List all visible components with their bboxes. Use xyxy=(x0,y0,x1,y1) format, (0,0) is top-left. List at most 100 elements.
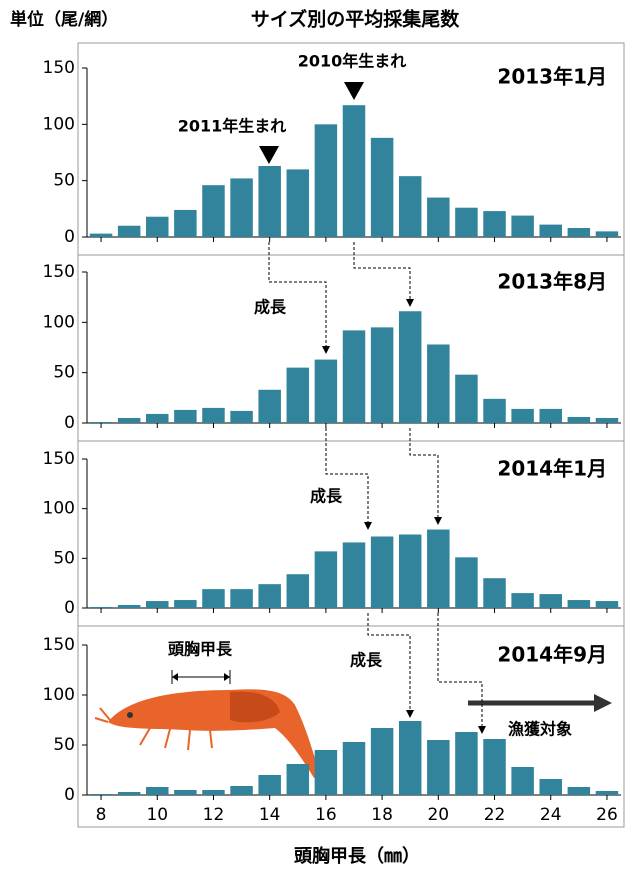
panel-title: 2014年1月 xyxy=(497,457,607,481)
annotation: 成長 xyxy=(310,487,343,506)
bar xyxy=(286,574,310,608)
bar xyxy=(258,166,281,237)
bar xyxy=(146,601,169,608)
annotation: 2010年生まれ xyxy=(298,52,407,71)
y-tick-label: 150 xyxy=(43,635,75,655)
bar xyxy=(511,408,534,423)
bar xyxy=(398,534,422,608)
x-tick-label: 14 xyxy=(259,805,281,825)
bar xyxy=(342,105,366,238)
marker-triangle xyxy=(344,82,364,100)
annotation: 成長 xyxy=(350,651,383,670)
bar xyxy=(595,601,619,608)
bar xyxy=(286,764,310,795)
y-tick-label: 100 xyxy=(43,114,75,134)
bar xyxy=(370,728,394,795)
annotation: 頭胸甲長 xyxy=(168,640,233,659)
y-tick-label: 50 xyxy=(53,363,75,383)
x-tick-label: 10 xyxy=(146,805,168,825)
bar xyxy=(146,787,169,795)
x-axis-label: 頭胸甲長（㎜） xyxy=(294,845,420,867)
chart-title: サイズ別の平均採集尾数 xyxy=(251,8,460,31)
marker-triangle xyxy=(259,146,279,164)
annotation: 2011年生まれ xyxy=(178,117,287,136)
bar xyxy=(567,600,591,608)
bar xyxy=(539,408,562,423)
bar xyxy=(230,786,253,795)
bar xyxy=(230,178,253,237)
bar xyxy=(89,233,113,237)
bar xyxy=(398,176,422,237)
y-tick-label: 0 xyxy=(64,785,75,805)
y-tick-label: 150 xyxy=(43,262,75,282)
annotation: 漁獲対象 xyxy=(508,720,572,739)
bar xyxy=(455,557,478,608)
shrimp-photo xyxy=(94,689,320,778)
bar xyxy=(314,551,338,608)
bar xyxy=(117,792,141,795)
size-arrow xyxy=(171,670,231,684)
bar xyxy=(342,542,366,608)
bar xyxy=(230,410,253,423)
bar xyxy=(567,227,591,237)
y-tick-label: 100 xyxy=(43,312,75,332)
bar xyxy=(202,589,225,608)
bar xyxy=(427,344,450,423)
y-tick-label: 50 xyxy=(53,735,75,755)
bar xyxy=(314,359,338,423)
bar xyxy=(258,775,281,795)
bar xyxy=(342,330,366,423)
growth-arrows xyxy=(268,242,486,734)
bar xyxy=(117,225,141,237)
x-tick-label: 8 xyxy=(96,805,107,825)
bar xyxy=(511,767,534,795)
bar xyxy=(567,787,591,795)
bar xyxy=(539,224,562,237)
bar xyxy=(342,742,366,795)
bar xyxy=(567,416,591,423)
y-tick-label: 50 xyxy=(53,171,75,191)
panel-title: 2013年1月 xyxy=(497,65,607,89)
bar xyxy=(314,124,338,237)
bar xyxy=(89,607,113,608)
unit-label: 単位（尾/網） xyxy=(10,9,118,30)
bar xyxy=(146,216,169,237)
bar xyxy=(455,732,478,795)
y-tick-label: 0 xyxy=(64,413,75,433)
y-tick-label: 100 xyxy=(43,499,75,519)
bar xyxy=(174,790,197,795)
bar xyxy=(511,593,534,608)
bar xyxy=(455,207,478,237)
y-tick-label: 100 xyxy=(43,685,75,705)
bar xyxy=(117,605,141,608)
bar xyxy=(202,407,225,423)
bar xyxy=(286,367,310,423)
bar xyxy=(483,211,506,237)
x-tick-label: 16 xyxy=(315,805,337,825)
bar xyxy=(89,421,113,423)
bar xyxy=(370,327,394,423)
x-tick-label: 18 xyxy=(371,805,393,825)
bar xyxy=(174,600,197,608)
bar xyxy=(174,409,197,423)
y-tick-label: 150 xyxy=(43,449,75,469)
bar xyxy=(483,578,506,608)
bar xyxy=(455,374,478,423)
bar xyxy=(427,740,450,795)
bar xyxy=(398,721,422,795)
bar xyxy=(174,209,197,237)
bar xyxy=(539,779,562,795)
bar xyxy=(595,417,619,423)
x-tick-label: 26 xyxy=(596,805,618,825)
bar xyxy=(258,389,281,423)
x-tick-label: 24 xyxy=(540,805,562,825)
bar xyxy=(202,185,225,237)
bar xyxy=(146,413,169,423)
bar xyxy=(89,794,113,795)
bar xyxy=(230,589,253,608)
bar xyxy=(398,311,422,423)
bar xyxy=(314,750,338,795)
bar xyxy=(258,584,281,608)
y-tick-label: 50 xyxy=(53,548,75,568)
